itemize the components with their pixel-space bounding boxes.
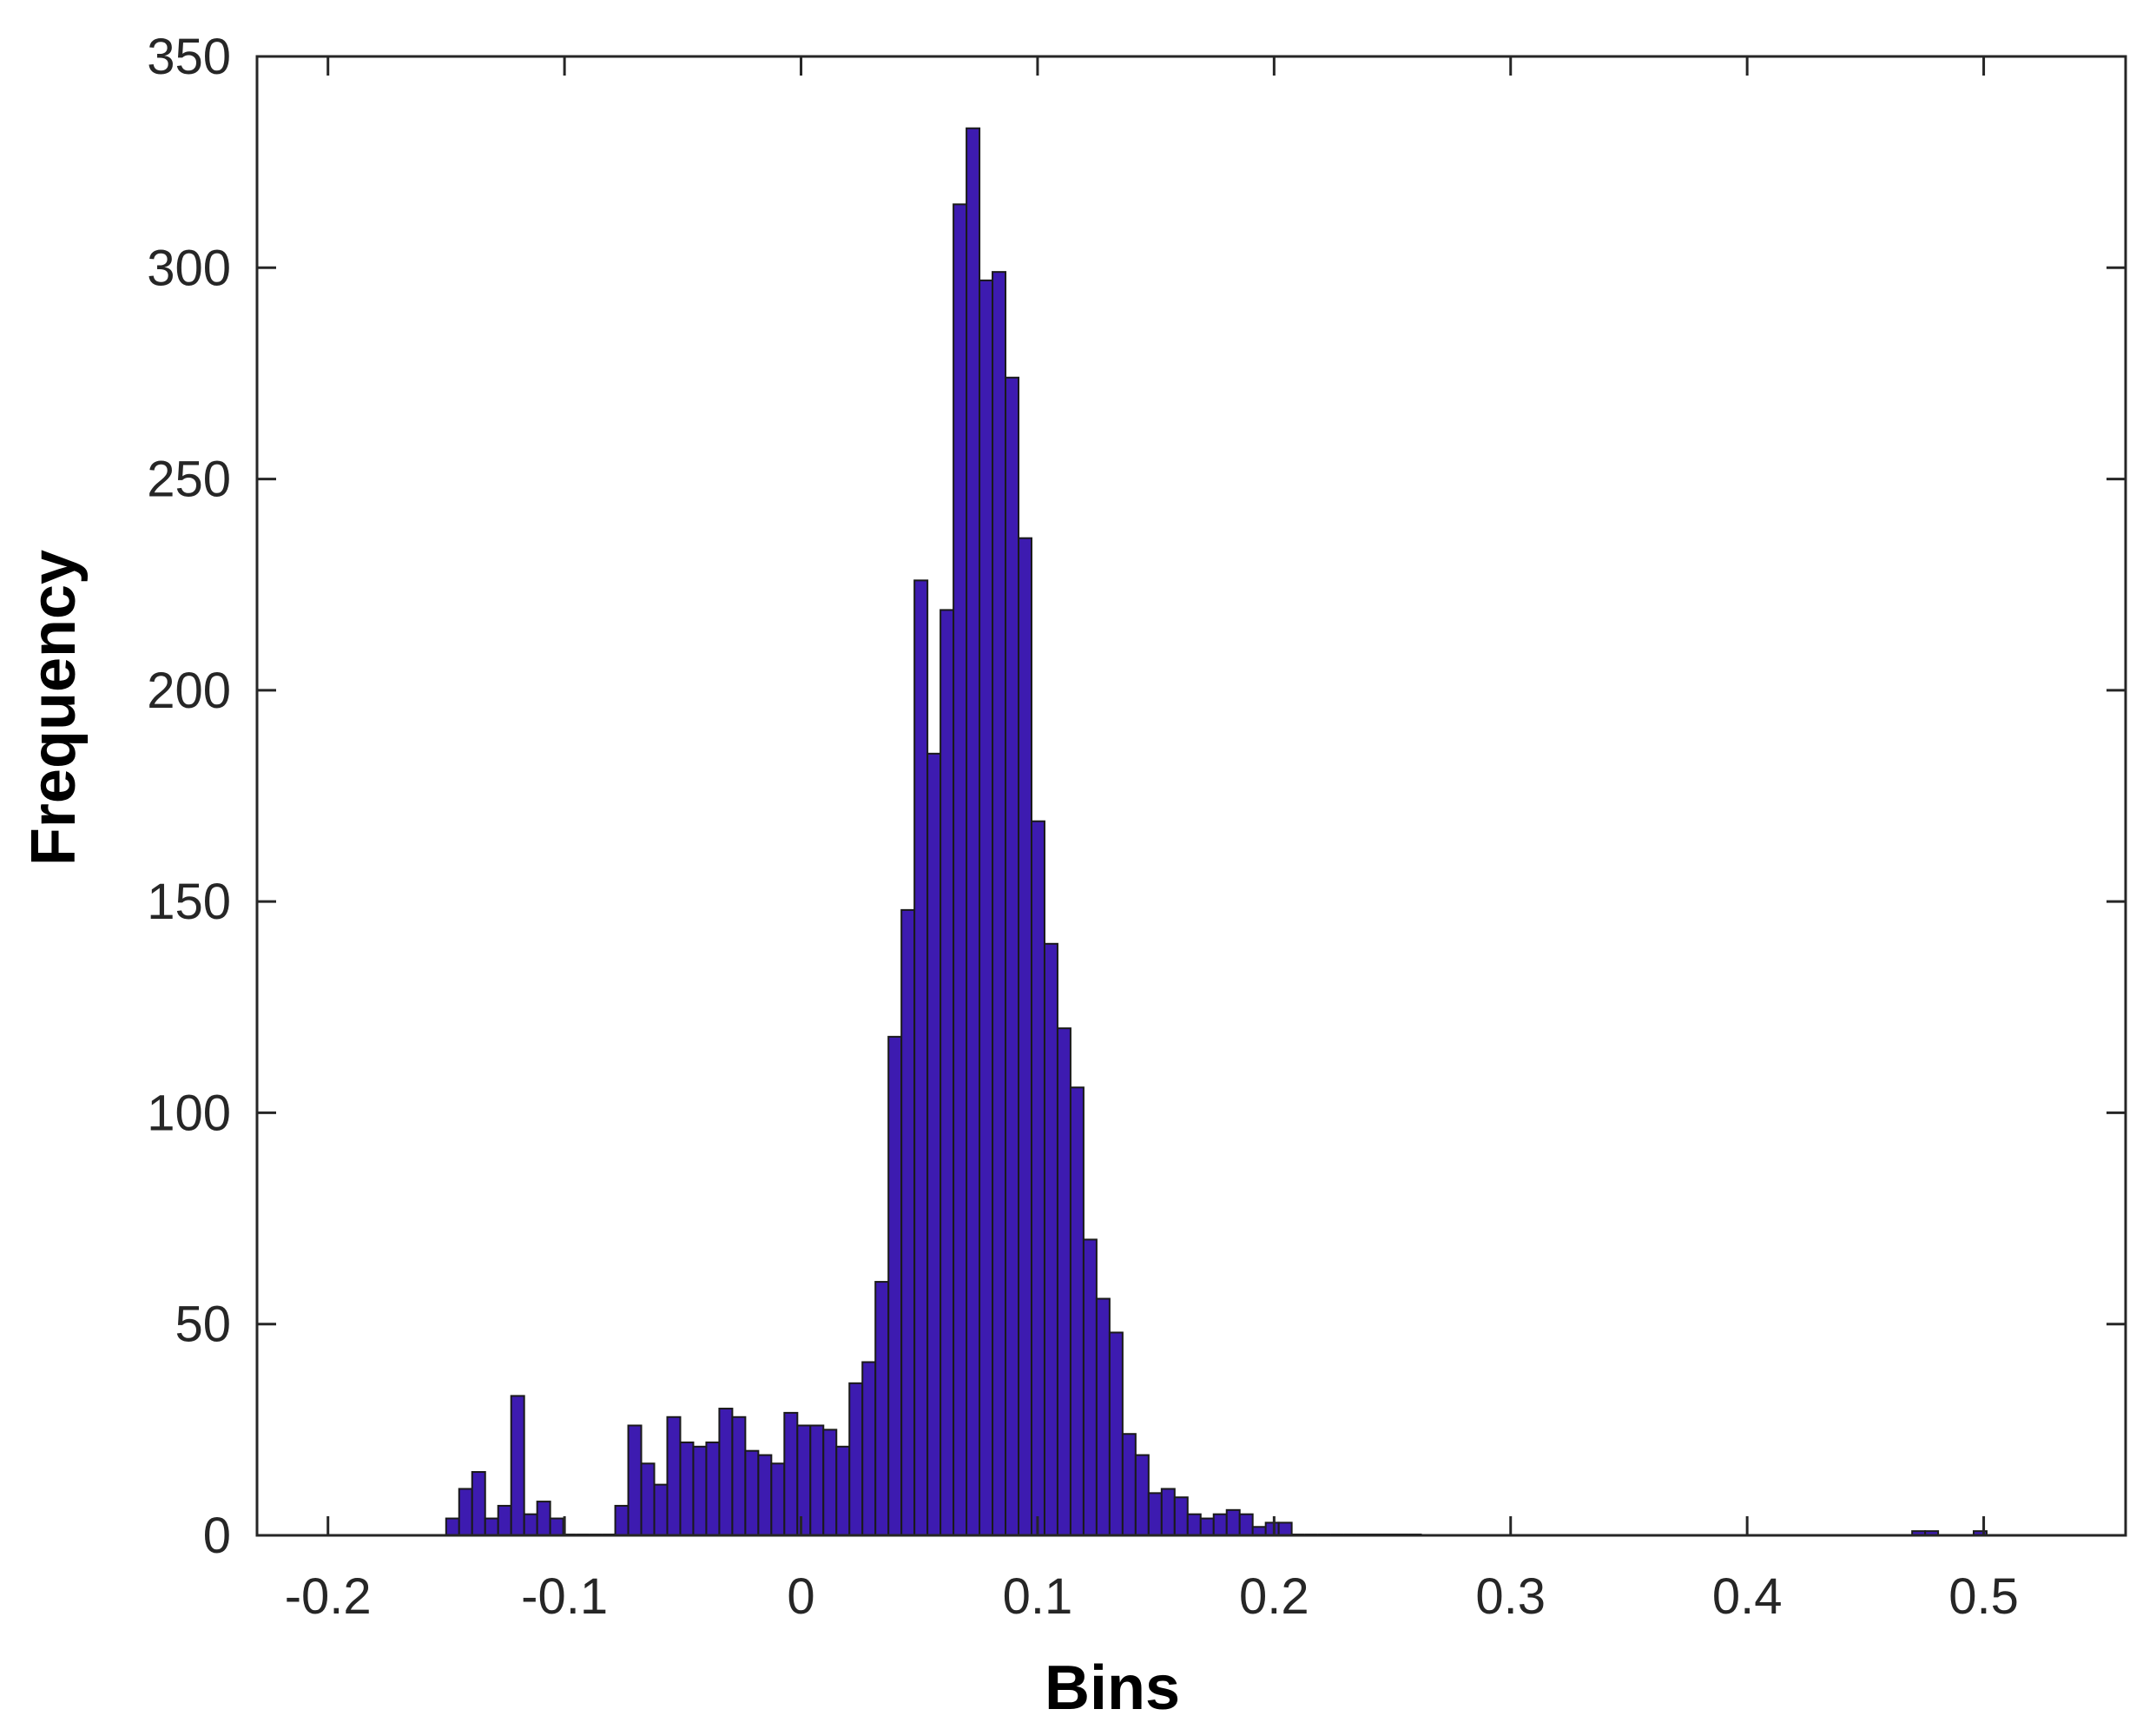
histogram-bar <box>653 1483 669 1537</box>
histogram-bar <box>940 609 955 1536</box>
x-tick-label: 0.5 <box>1948 1568 2019 1625</box>
histogram-bar <box>614 1504 630 1536</box>
histogram-bar <box>757 1454 773 1536</box>
histogram-bar <box>861 1361 877 1537</box>
histogram-bar <box>1069 1086 1085 1536</box>
y-tick-label: 200 <box>147 663 231 719</box>
plot-frame <box>255 55 2127 1537</box>
x-tick-label: 0.2 <box>1239 1568 1309 1625</box>
histogram-bar <box>783 1411 799 1536</box>
histogram-bar <box>1160 1488 1176 1537</box>
histogram-bar <box>666 1416 682 1537</box>
histogram-bar <box>1264 1521 1280 1536</box>
bars <box>445 127 1988 1537</box>
x-tick-label: 0.1 <box>1003 1568 1073 1625</box>
histogram-bar <box>1030 820 1045 1536</box>
histogram-bar <box>471 1471 486 1536</box>
histogram-bar <box>523 1513 538 1536</box>
histogram-bar <box>887 1035 903 1536</box>
histogram-bar <box>1225 1508 1241 1536</box>
histogram-bar <box>835 1445 851 1536</box>
y-tick-label: 250 <box>147 452 231 508</box>
histogram-bar <box>1095 1297 1111 1537</box>
histogram-bar <box>1147 1492 1163 1537</box>
histogram-bar <box>848 1382 864 1536</box>
x-tick-label: 0 <box>787 1568 814 1625</box>
histogram-bar <box>900 908 916 1536</box>
histogram-bar <box>484 1517 499 1536</box>
histogram-bar <box>1238 1513 1254 1536</box>
histogram-bar <box>1173 1496 1189 1537</box>
histogram-bar <box>692 1445 708 1536</box>
histogram-bar <box>536 1501 551 1537</box>
histogram-bar <box>718 1408 734 1536</box>
y-tick-label: 0 <box>203 1508 231 1564</box>
histogram-bar <box>1134 1454 1150 1536</box>
histogram-bar <box>627 1424 643 1537</box>
histogram-bar <box>926 752 942 1536</box>
x-tick-label: -0.1 <box>521 1568 608 1625</box>
y-tick-label: 50 <box>175 1297 231 1353</box>
histogram-bar <box>809 1424 825 1537</box>
histogram-bar <box>679 1441 695 1537</box>
ticks <box>257 55 2126 1537</box>
x-tick-label: 0.3 <box>1475 1568 1546 1625</box>
histogram-bar <box>731 1416 747 1537</box>
histogram-bar <box>1277 1521 1293 1536</box>
histogram-bar <box>1199 1517 1215 1536</box>
tick-labels: -0.2 -0.1 0 0.1 0.2 0.3 0.4 0.5 0 50 100 150 200 250 3… <box>147 29 2019 1625</box>
histogram-bar <box>510 1395 525 1536</box>
histogram-bar <box>549 1517 564 1536</box>
histogram-bar <box>913 579 929 1537</box>
histogram-bar <box>979 279 994 1537</box>
histogram-bar <box>1121 1433 1137 1537</box>
histogram-bar <box>770 1462 786 1536</box>
histogram-bar <box>1018 537 1032 1536</box>
histogram-bar <box>822 1429 838 1537</box>
histogram-bar <box>1043 942 1058 1537</box>
histogram-bar <box>1108 1331 1124 1536</box>
histogram-bar <box>458 1488 473 1537</box>
histogram-bar <box>1186 1513 1202 1536</box>
histogram-bar <box>705 1441 721 1537</box>
histogram-bar <box>497 1504 512 1536</box>
y-axis-title: Frequency <box>19 550 89 866</box>
y-tick-label: 350 <box>147 29 231 85</box>
histogram-bar <box>744 1449 760 1536</box>
y-tick-label: 100 <box>147 1085 231 1141</box>
histogram-bar <box>874 1281 890 1536</box>
histogram-bar <box>966 127 981 1536</box>
histogram-bar <box>1005 376 1020 1536</box>
histogram-bar <box>445 1517 460 1536</box>
y-tick-label: 150 <box>147 874 231 930</box>
histogram-bar <box>1082 1238 1098 1537</box>
histogram-bar <box>640 1462 656 1536</box>
histogram-bar <box>796 1424 812 1537</box>
histogram-bar <box>1212 1513 1228 1536</box>
x-tick-label: -0.2 <box>285 1568 372 1625</box>
x-axis-title: Bins <box>1045 1653 1180 1723</box>
histogram-bar <box>1056 1027 1071 1536</box>
x-tick-label: 0.4 <box>1712 1568 1783 1625</box>
histogram-bar <box>953 203 968 1536</box>
y-tick-label: 300 <box>147 240 231 296</box>
histogram-bar <box>992 271 1007 1536</box>
